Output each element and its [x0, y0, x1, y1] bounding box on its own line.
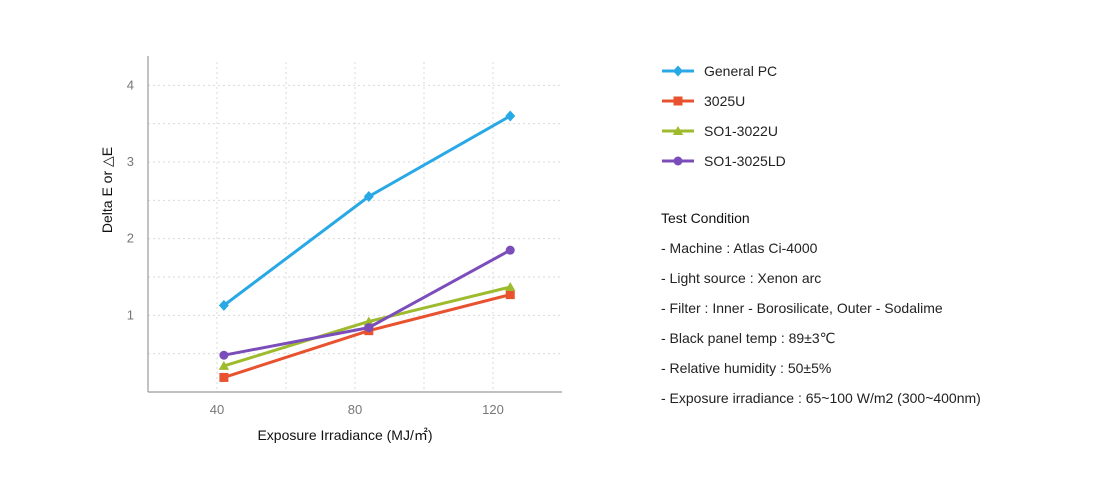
legend-label: 3025U: [704, 93, 746, 109]
legend-swatch: [662, 65, 694, 77]
series-line: [222, 114, 511, 307]
y-tick-label: 1: [127, 307, 134, 322]
line-chart: 1 2 3 4 40 80 120 Exposure Irradiance (MJ/㎡) Del…: [99, 56, 562, 443]
legend-label: SO1-3025LD: [704, 153, 786, 169]
y-tick-label: 4: [127, 77, 134, 92]
series-line: [223, 293, 511, 379]
data-point: [364, 323, 374, 333]
data-point: [218, 299, 229, 311]
data-point: [218, 360, 230, 370]
chart-legend: General PC 3025U SO1-3022U SO1-3025LD: [662, 56, 786, 176]
legend-swatch: [662, 96, 694, 106]
legend-item: 3025U: [662, 86, 786, 116]
test-condition-item: - Black panel temp : 89±3℃: [661, 330, 836, 346]
legend-item: SO1-3022U: [662, 116, 786, 146]
test-condition-item: - Machine : Atlas Ci-4000: [661, 240, 818, 256]
series-line: [223, 248, 511, 357]
test-condition-item: - Light source : Xenon arc: [661, 270, 822, 286]
legend-swatch: [662, 156, 694, 166]
data-point: [505, 245, 515, 255]
data-point: [505, 110, 516, 122]
legend-label: General PC: [704, 63, 778, 79]
data-point: [363, 191, 374, 202]
test-condition-panel: Test Condition - Machine : Atlas Ci-4000…: [661, 206, 1081, 416]
x-tick-label: 40: [210, 402, 224, 417]
data-point: [505, 281, 516, 291]
test-condition-item: - Filter : Inner - Borosilicate, Outer -…: [661, 300, 943, 316]
legend-label: SO1-3022U: [704, 123, 778, 139]
test-condition-item: - Exposure irradiance : 65~100 W/m2 (300…: [661, 390, 981, 406]
x-tick-label: 80: [348, 402, 362, 417]
data-point: [219, 350, 229, 360]
data-point: [505, 290, 515, 300]
legend-item: SO1-3025LD: [662, 146, 786, 176]
test-condition-title: Test Condition: [661, 210, 750, 226]
legend-item: General PC: [662, 56, 786, 86]
y-tick-label: 3: [127, 154, 134, 169]
y-axis-title: Delta E or △E: [99, 147, 115, 233]
x-axis-title: Exposure Irradiance (MJ/㎡): [257, 427, 432, 443]
test-condition-item: - Relative humidity : 50±5%: [661, 360, 832, 376]
y-tick-label: 2: [127, 231, 134, 246]
test-condition-list: - Machine : Atlas Ci-4000 - Light source…: [661, 236, 1081, 416]
data-point: [363, 316, 374, 326]
data-point: [219, 372, 229, 382]
legend-swatch: [662, 126, 694, 135]
x-tick-label: 120: [482, 402, 504, 417]
